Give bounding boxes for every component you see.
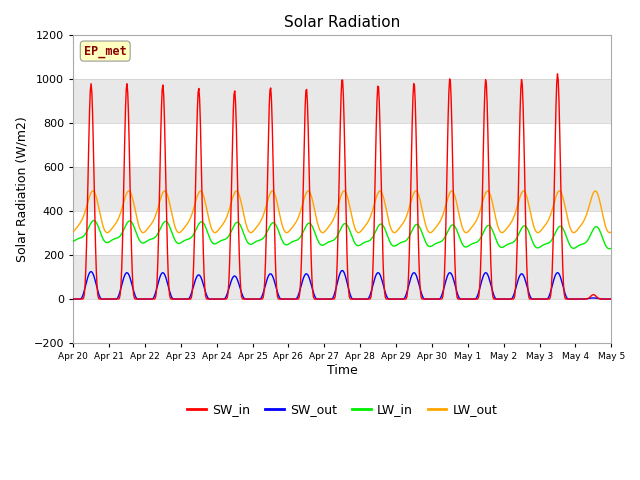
SW_in	[218, 296, 225, 302]
SW_out	[607, 296, 615, 302]
Bar	[73, 167, 611, 211]
Y-axis label: Solar Radiation (W/m2): Solar Radiation (W/m2)	[15, 116, 28, 262]
LW_in	[135, 237, 143, 242]
Line: LW_in: LW_in	[73, 220, 611, 249]
LW_in	[605, 246, 613, 252]
SW_out	[134, 296, 142, 302]
LW_out	[376, 188, 384, 194]
LW_in	[69, 239, 77, 244]
SW_in	[554, 71, 561, 77]
LW_out	[218, 224, 225, 229]
LW_out	[424, 228, 432, 234]
SW_out	[189, 286, 196, 291]
SW_out	[69, 296, 77, 302]
SW_in	[69, 296, 77, 302]
LW_out	[134, 221, 142, 227]
SW_out	[424, 296, 432, 302]
Line: SW_in: SW_in	[73, 74, 611, 299]
LW_out	[408, 194, 416, 200]
SW_in	[79, 296, 86, 302]
SW_in	[424, 296, 431, 302]
LW_in	[424, 243, 432, 249]
LW_in	[218, 237, 226, 243]
LW_in	[607, 245, 615, 251]
SW_in	[607, 296, 615, 302]
LW_out	[79, 215, 86, 221]
SW_in	[408, 152, 415, 157]
Line: LW_out: LW_out	[73, 191, 611, 233]
LW_out	[189, 208, 196, 214]
Legend: SW_in, SW_out, LW_in, LW_out: SW_in, SW_out, LW_in, LW_out	[182, 398, 502, 421]
SW_in	[189, 280, 196, 286]
LW_out	[69, 229, 77, 235]
SW_in	[134, 296, 142, 302]
Text: EP_met: EP_met	[84, 45, 127, 58]
LW_out	[462, 230, 470, 236]
Title: Solar Radiation: Solar Radiation	[284, 15, 401, 30]
Line: SW_out: SW_out	[73, 271, 611, 299]
LW_in	[90, 217, 98, 223]
SW_out	[79, 292, 86, 298]
Bar	[73, 255, 611, 299]
Bar	[73, 79, 611, 123]
SW_out	[218, 296, 225, 302]
SW_out	[408, 272, 416, 277]
LW_out	[607, 229, 615, 235]
LW_in	[408, 228, 416, 233]
LW_in	[79, 234, 86, 240]
X-axis label: Time: Time	[327, 364, 358, 377]
LW_in	[190, 231, 198, 237]
SW_out	[338, 268, 346, 274]
